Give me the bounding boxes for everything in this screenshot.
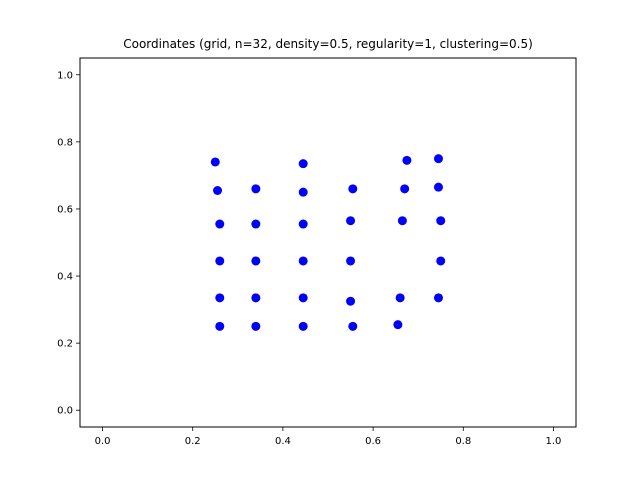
scatter-point xyxy=(298,159,308,169)
scatter-point xyxy=(251,321,261,331)
scatter-point xyxy=(251,184,261,194)
scatter-point xyxy=(400,184,410,194)
scatter-point xyxy=(346,256,356,266)
scatter-point xyxy=(215,293,225,303)
scatter-point xyxy=(298,219,308,229)
y-tick-label: 1.0 xyxy=(57,70,73,81)
scatter-point xyxy=(436,216,446,226)
scatter-point xyxy=(348,321,358,331)
scatter-point xyxy=(436,256,446,266)
y-tick-label: 0.6 xyxy=(57,204,73,215)
y-tick-label: 0.8 xyxy=(57,137,73,148)
scatter-point xyxy=(346,216,356,226)
scatter-point xyxy=(251,256,261,266)
scatter-point xyxy=(433,293,443,303)
y-tick-label: 0.4 xyxy=(57,272,73,283)
scatter-point xyxy=(298,256,308,266)
scatter-point xyxy=(215,256,225,266)
chart-title: Coordinates (grid, n=32, density=0.5, re… xyxy=(123,37,533,51)
y-tick-label: 0.0 xyxy=(57,406,73,417)
scatter-point xyxy=(215,321,225,331)
scatter-point xyxy=(251,293,261,303)
scatter-point xyxy=(213,186,223,196)
scatter-point xyxy=(395,293,405,303)
y-tick-label: 0.2 xyxy=(57,339,73,350)
points-layer xyxy=(210,154,446,331)
ticks-layer: 0.0 0.2 0.4 0.6 0.8 1.0 0.0 0.2 0.4 0.6 0.8 1.0 xyxy=(57,70,561,447)
scatter-point xyxy=(433,154,443,164)
x-tick-label: 0.2 xyxy=(185,436,201,447)
x-tick-label: 0.8 xyxy=(455,436,471,447)
scatter-point xyxy=(298,293,308,303)
x-tick-label: 1.0 xyxy=(546,436,562,447)
scatter-point xyxy=(346,296,356,306)
x-tick-label: 0.4 xyxy=(275,436,291,447)
scatter-point xyxy=(298,321,308,331)
scatter-point xyxy=(402,155,412,165)
scatter-point xyxy=(215,219,225,229)
plot-area-frame xyxy=(79,57,577,428)
scatter-point xyxy=(348,184,358,194)
scatter-point xyxy=(210,157,220,167)
scatter-point xyxy=(393,320,403,330)
scatter-point xyxy=(397,216,407,226)
x-tick-label: 0.0 xyxy=(95,436,111,447)
x-tick-label: 0.6 xyxy=(365,436,381,447)
scatter-point xyxy=(251,219,261,229)
scatter-point xyxy=(433,182,443,192)
scatter-point xyxy=(298,187,308,197)
